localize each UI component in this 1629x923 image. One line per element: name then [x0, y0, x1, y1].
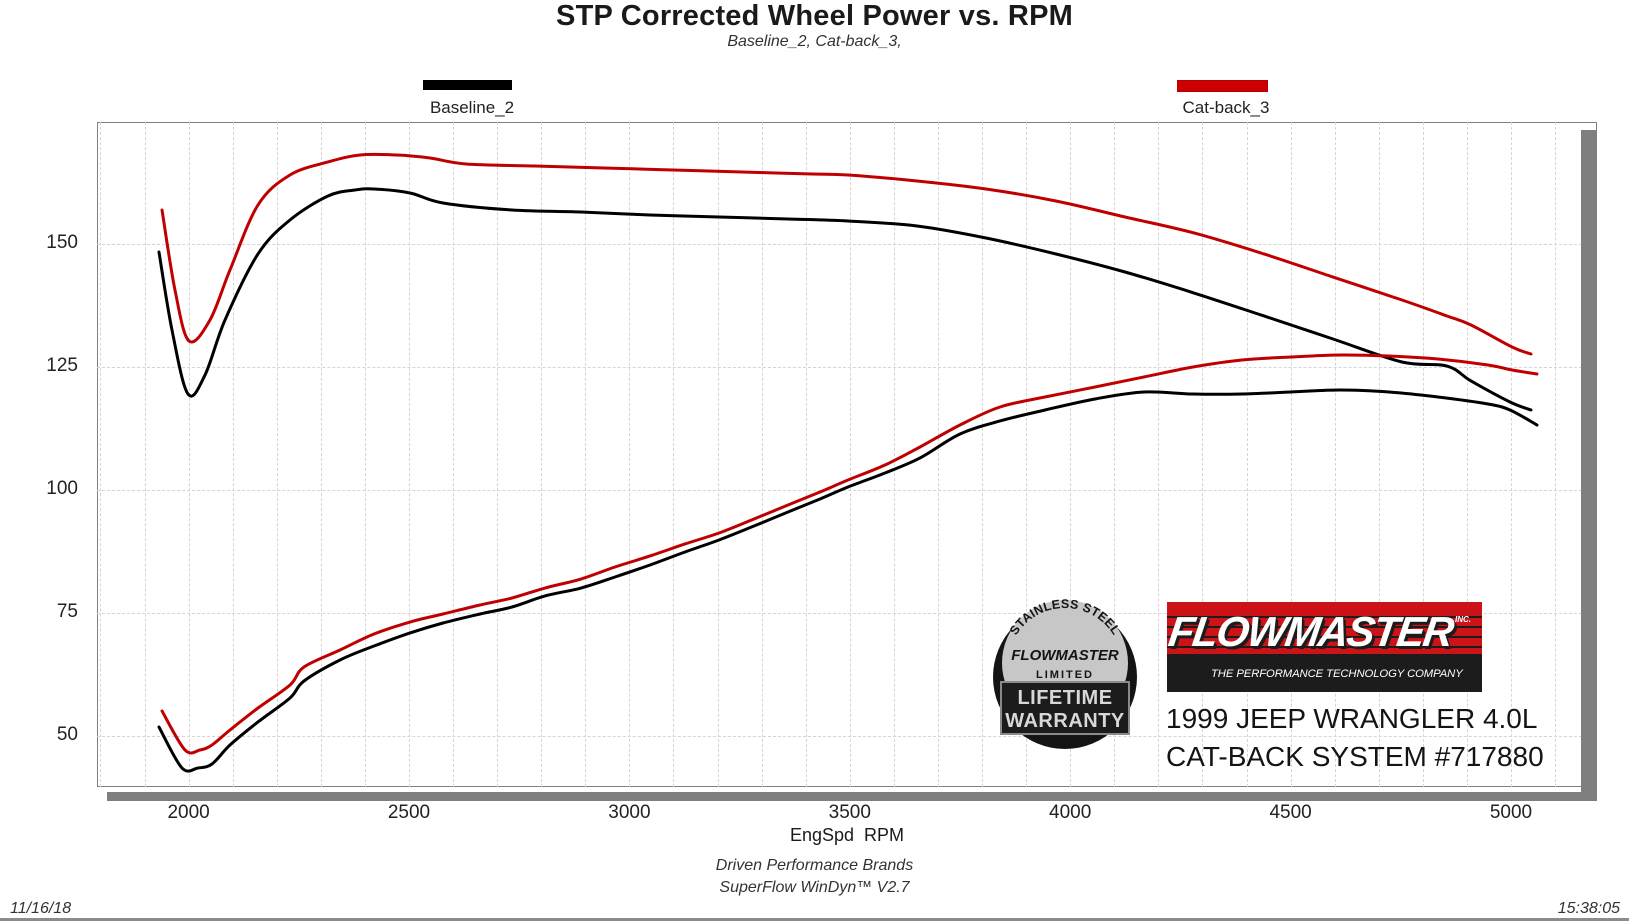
svg-text:LIMITED: LIMITED: [1036, 669, 1094, 681]
svg-text:FLOWMASTER: FLOWMASTER: [1011, 647, 1119, 664]
svg-text:LIFETIME: LIFETIME: [1017, 687, 1112, 709]
svg-text:WARRANTY: WARRANTY: [1005, 710, 1125, 732]
